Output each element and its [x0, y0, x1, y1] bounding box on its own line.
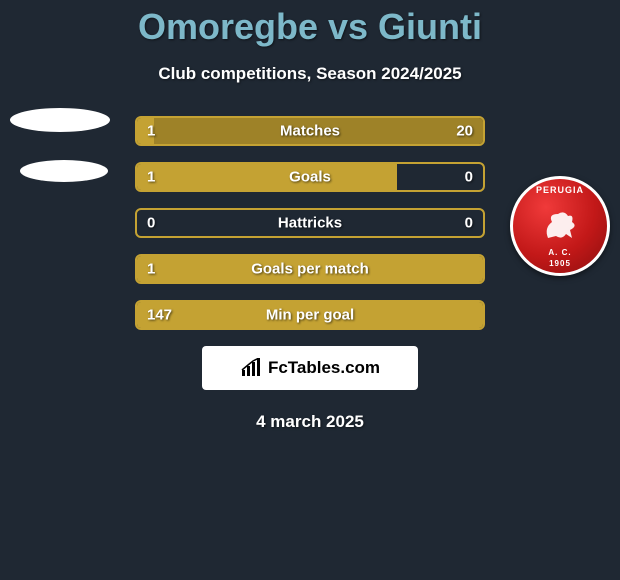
griffin-icon — [538, 204, 582, 248]
stat-row: 0 Hattricks 0 — [135, 208, 485, 238]
bar-fill-left — [137, 164, 397, 190]
stat-label: Min per goal — [266, 307, 354, 324]
stat-value-right: 0 — [465, 215, 473, 232]
stat-label: Goals — [289, 169, 331, 186]
crest-top-text: PERUGIA — [513, 185, 607, 195]
stat-row: 1 Goals per match — [135, 254, 485, 284]
footer-brand-text: FcTables.com — [268, 358, 380, 378]
stat-label: Goals per match — [251, 261, 369, 278]
ellipse-shape — [10, 108, 110, 132]
stat-value-left: 1 — [147, 261, 155, 278]
club-crest-icon: PERUGIA A. C. 1905 — [510, 176, 610, 276]
stat-row: 1 Goals 0 — [135, 162, 485, 192]
comparison-chart: PERUGIA A. C. 1905 1 Matches 20 1 Goals 0 0 Hat… — [0, 116, 620, 330]
bar-chart-icon — [240, 358, 264, 378]
stat-value-left: 147 — [147, 307, 172, 324]
player-left-badge — [10, 108, 110, 208]
bars-container: 1 Matches 20 1 Goals 0 0 Hattricks 0 1 Goals per m… — [135, 116, 485, 330]
player-right-badge: PERUGIA A. C. 1905 — [510, 176, 610, 276]
stat-row: 147 Min per goal — [135, 300, 485, 330]
stat-value-left: 1 — [147, 123, 155, 140]
crest-year: 1905 — [513, 259, 607, 268]
stat-value-left: 0 — [147, 215, 155, 232]
stat-label: Hattricks — [278, 215, 342, 232]
stat-value-right: 0 — [465, 169, 473, 186]
stat-row: 1 Matches 20 — [135, 116, 485, 146]
page-subtitle: Club competitions, Season 2024/2025 — [0, 64, 620, 84]
ellipse-shape — [20, 160, 108, 182]
stat-value-left: 1 — [147, 169, 155, 186]
stat-value-right: 20 — [456, 123, 473, 140]
page-title: Omoregbe vs Giunti — [0, 0, 620, 48]
report-date: 4 march 2025 — [0, 412, 620, 432]
footer-brand-badge: FcTables.com — [202, 346, 418, 390]
stat-label: Matches — [280, 123, 340, 140]
crest-bottom-text: A. C. — [513, 248, 607, 257]
